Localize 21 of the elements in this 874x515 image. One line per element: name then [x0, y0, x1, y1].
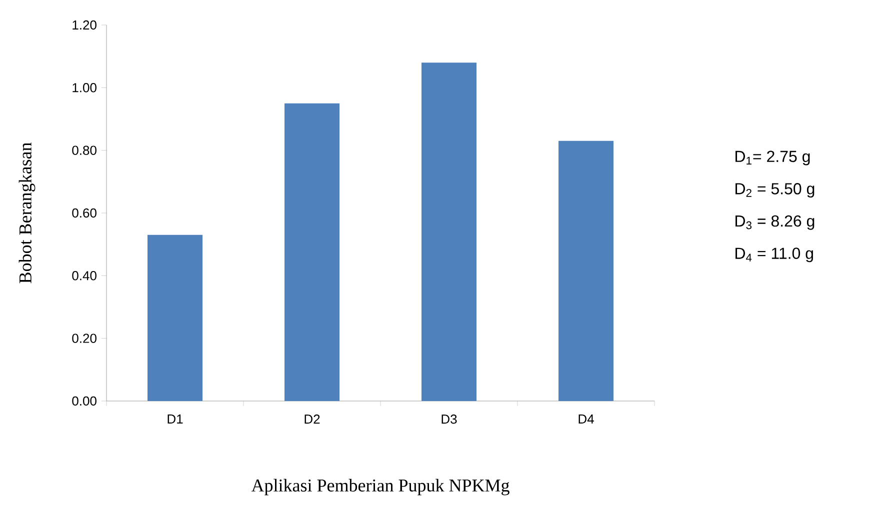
x-tick-label: D3 — [442, 414, 457, 424]
y-tick-label: 0.00 — [72, 396, 96, 406]
y-tick-label: 0.40 — [72, 271, 96, 280]
x-tick-label: D4 — [578, 414, 594, 424]
y-axis-title: Bobot Berangkasan — [18, 142, 36, 284]
y-tick-label: 0.20 — [72, 334, 96, 343]
text: D$_{4}$ = 11.0 g — [736, 248, 813, 262]
bar — [422, 62, 477, 402]
bar — [284, 103, 340, 402]
x-tick-label: D1 — [168, 414, 183, 424]
text: D$_{3}$ = 8.26 g — [736, 215, 814, 230]
y-tick-label: 1.20 — [72, 20, 96, 30]
y-tick-label: 1.00 — [72, 83, 96, 92]
x-axis-title: Aplikasi Pemberian Pupuk NPKMg — [251, 478, 510, 496]
text: D$_{1}$= 2.75 g — [736, 150, 810, 166]
bar — [148, 234, 203, 402]
x-tick-label: D2 — [304, 414, 320, 424]
text: D$_{2}$ = 5.50 g — [736, 183, 814, 198]
bar — [558, 140, 614, 402]
y-tick-label: 0.80 — [72, 146, 96, 155]
y-tick-label: 0.60 — [72, 208, 96, 218]
